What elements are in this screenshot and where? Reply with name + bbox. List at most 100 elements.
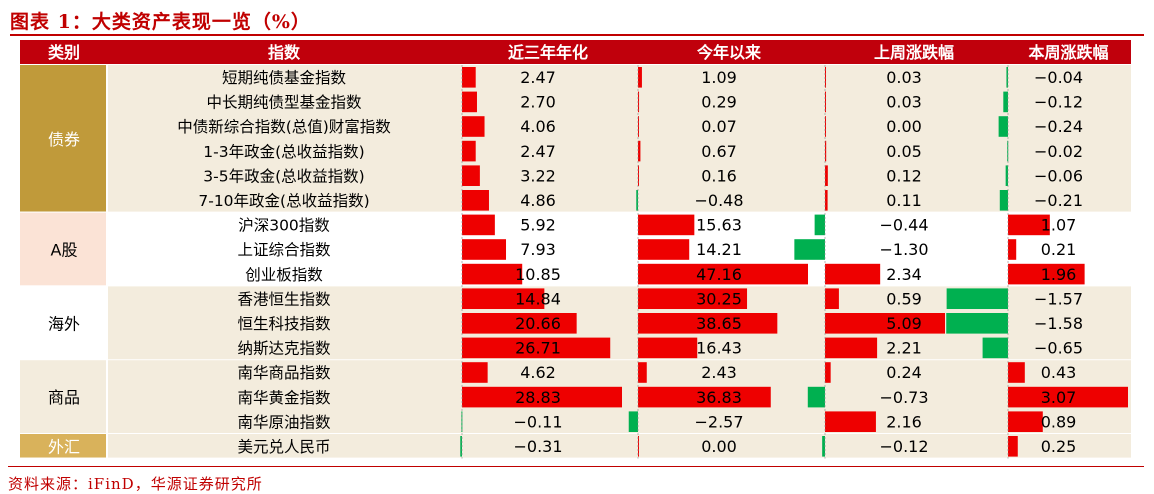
value-label: 0.43: [1041, 363, 1077, 382]
index-name: 南华黄金指数: [237, 389, 331, 407]
value-bar: [462, 263, 523, 285]
value-label: −2.57: [694, 412, 743, 431]
header-bar: [20, 40, 1131, 64]
value-label: −0.12: [879, 437, 928, 456]
value-label: 30.25: [696, 289, 742, 308]
value-bar: [462, 362, 488, 383]
value-bar: [462, 140, 476, 162]
value-bar: [638, 91, 640, 113]
column-header: 上周涨跌幅: [874, 43, 954, 62]
value-label: 38.65: [696, 314, 742, 333]
category-label: A股: [51, 241, 78, 260]
value-label: 4.06: [520, 117, 556, 136]
value-label: 0.59: [886, 289, 922, 308]
value-bar: [825, 313, 945, 334]
index-name: 沪深300指数: [238, 217, 330, 235]
value-bar: [825, 140, 827, 162]
value-label: −0.65: [1034, 339, 1083, 358]
value-bar: [825, 362, 831, 383]
value-bar: [825, 337, 878, 359]
value-bar: [638, 67, 642, 88]
column-header: 近三年年化: [508, 43, 588, 62]
value-label: 3.22: [520, 166, 556, 185]
value-bar: [638, 337, 698, 359]
value-label: 47.16: [696, 265, 742, 284]
value-label: 0.12: [886, 166, 922, 185]
category-cell: [20, 360, 106, 433]
index-name: 中债新综合指数(总值)财富指数: [177, 118, 391, 136]
value-label: 36.83: [696, 388, 742, 407]
value-label: −0.12: [1034, 93, 1083, 112]
value-bar: [1008, 239, 1017, 260]
value-bar: [638, 263, 808, 285]
bottom-rule: [8, 466, 1144, 467]
index-name: 短期纯债基金指数: [222, 69, 347, 87]
value-label: 5.92: [520, 216, 556, 235]
index-name: 中长期纯债型基金指数: [206, 94, 362, 112]
value-bar: [462, 386, 622, 408]
value-label: 0.00: [886, 117, 922, 136]
value-label: 10.85: [515, 265, 561, 284]
value-bar: [462, 214, 495, 236]
source-note: 资料来源：iFinD，华源证券研究所: [8, 475, 263, 493]
value-label: −0.06: [1034, 166, 1083, 185]
value-label: 1.07: [1041, 216, 1077, 235]
category-cell: [20, 65, 106, 212]
value-label: 0.00: [701, 437, 737, 456]
value-bar: [825, 116, 826, 137]
value-bar: [998, 116, 1008, 137]
value-bar: [825, 288, 839, 309]
value-label: 0.16: [701, 166, 737, 185]
value-label: 2.70: [520, 93, 556, 112]
value-label: −0.44: [879, 216, 928, 235]
value-label: −0.02: [1034, 142, 1083, 161]
value-bar: [1008, 436, 1018, 457]
value-bar: [982, 337, 1008, 359]
value-bar: [638, 362, 647, 383]
value-bar: [1008, 362, 1025, 383]
value-bar: [462, 116, 485, 137]
value-label: 4.62: [520, 363, 556, 382]
value-label: 0.24: [886, 363, 922, 382]
value-bar: [638, 140, 641, 162]
value-label: 2.21: [886, 339, 922, 358]
value-label: 0.29: [701, 93, 737, 112]
value-bar: [825, 411, 876, 432]
value-label: 14.84: [515, 289, 561, 308]
group-band: [108, 65, 1131, 213]
column-header: 类别: [48, 43, 80, 62]
value-bar: [462, 313, 577, 334]
value-label: 16.43: [696, 339, 742, 358]
value-label: 0.03: [886, 93, 922, 112]
index-name: 3-5年政金(总收益指数): [203, 167, 364, 185]
value-label: −0.73: [879, 388, 928, 407]
value-label: 1.96: [1041, 265, 1077, 284]
value-label: 26.71: [515, 339, 561, 358]
index-name: 1-3年政金(总收益指数): [203, 143, 364, 161]
value-label: 2.34: [886, 265, 922, 284]
value-bar: [1008, 263, 1085, 285]
value-bar: [636, 190, 638, 211]
value-bar: [794, 239, 825, 260]
category-cell: [20, 212, 106, 286]
value-label: 2.47: [520, 142, 556, 161]
value-bar: [1008, 214, 1050, 236]
value-label: 0.25: [1041, 437, 1077, 456]
value-bar: [462, 190, 489, 211]
value-label: −0.24: [1034, 117, 1083, 136]
group-band: [108, 212, 1131, 287]
category-cell: [20, 286, 106, 360]
value-bar: [999, 190, 1008, 211]
value-bar: [462, 288, 545, 309]
value-label: −1.58: [1034, 314, 1083, 333]
value-bar: [825, 190, 828, 211]
value-label: 20.66: [515, 314, 561, 333]
category-label: 债券: [48, 130, 80, 149]
value-bar: [1006, 67, 1008, 88]
value-label: 0.07: [701, 117, 737, 136]
category-cell: [20, 434, 106, 458]
category-label: 外汇: [48, 437, 80, 456]
value-label: −0.04: [1034, 68, 1083, 87]
value-label: 2.16: [886, 412, 922, 431]
value-bar: [825, 165, 828, 186]
